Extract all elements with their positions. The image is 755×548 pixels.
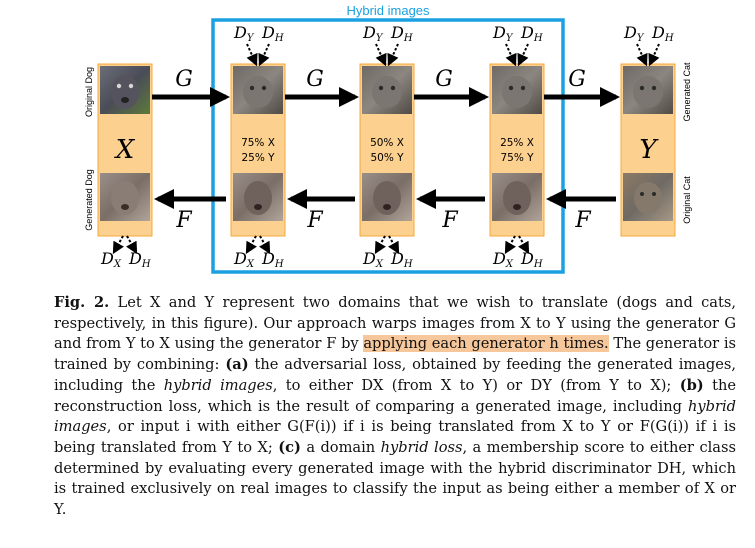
disc-labels-top: DY DH DY DH DY DH DY DH — [233, 23, 674, 44]
disc-arrow-top-2-b — [387, 43, 399, 67]
caption-text-3: the adversarial loss, obtained by feedin… — [54, 356, 737, 394]
caption-text-4: , to either DX (from X to Y) or DY (from… — [272, 376, 680, 394]
mix-3-x: 25% X — [500, 137, 534, 149]
mix-3-y: 75% Y — [500, 152, 534, 164]
generator-f-label-1: F — [175, 208, 192, 233]
image-original-cat — [623, 173, 673, 221]
image-hybrid-top-3 — [492, 66, 542, 114]
disc-arrow-top-1-a — [246, 43, 258, 67]
svg-text:DY: DY — [623, 23, 645, 44]
mix-1-y: 25% Y — [241, 152, 275, 164]
caption-text-6: , or input i with either G(F(i)) if i is… — [54, 418, 736, 456]
disc-arrow-bottom-2-b — [259, 235, 271, 255]
svg-text:DX: DX — [100, 249, 122, 270]
svg-text:DH: DH — [261, 249, 284, 270]
image-generated-cat — [623, 66, 673, 114]
svg-text:DH: DH — [128, 249, 151, 270]
caption-italic-hybrid-1: hybrid images — [163, 376, 273, 394]
figure-caption: Fig. 2. Let X and Y represent two domain… — [54, 293, 736, 521]
image-hybrid-bottom-1 — [233, 173, 283, 221]
svg-text:DH: DH — [520, 23, 543, 44]
mix-2-y: 50% Y — [370, 152, 404, 164]
caption-item-c: (c) — [278, 438, 301, 456]
caption-text-2: The generator is trained by combining: — [54, 335, 736, 374]
domain-x-label: X — [114, 135, 136, 165]
label-generated-cat: Generated Cat — [682, 62, 692, 122]
caption-highlight: applying each generator h times. — [363, 335, 609, 353]
mix-1-x: 75% X — [241, 137, 275, 149]
svg-text:DX: DX — [233, 249, 255, 270]
svg-text:DY: DY — [233, 23, 255, 44]
generator-f-label-4: F — [574, 208, 591, 233]
generator-g-label-4: G — [568, 67, 586, 92]
generator-g-label-1: G — [175, 67, 193, 92]
svg-text:DY: DY — [362, 23, 384, 44]
caption-item-a: (a) — [225, 356, 249, 374]
caption-text-5: the reconstruction loss, which is the re… — [54, 376, 736, 415]
svg-text:DH: DH — [651, 23, 674, 44]
svg-text:DH: DH — [390, 23, 413, 44]
disc-arrow-bottom-3-a — [374, 235, 386, 255]
image-original-dog — [100, 66, 150, 114]
disc-arrow-top-4-b — [648, 43, 660, 67]
caption-item-b: (b) — [679, 376, 704, 394]
image-generated-dog — [100, 173, 150, 221]
figure-diagram: Hybrid images — [84, 3, 692, 274]
label-generated-dog: Generated Dog — [84, 169, 94, 231]
generator-f-label-3: F — [441, 208, 458, 233]
svg-text:DX: DX — [362, 249, 384, 270]
image-hybrid-top-2 — [362, 66, 412, 114]
disc-labels-bottom: DX DH DX DH DX DH DX DH — [100, 249, 543, 270]
discriminator-arrows-bottom — [112, 235, 530, 255]
domain-y-label: Y — [639, 135, 659, 165]
label-original-cat: Original Cat — [682, 176, 692, 224]
disc-arrow-bottom-2-a — [245, 235, 257, 255]
disc-arrow-top-3-b — [517, 43, 529, 67]
disc-arrow-bottom-4-b — [518, 235, 530, 255]
generator-g-label-3: G — [435, 67, 453, 92]
svg-text:DX: DX — [492, 249, 514, 270]
svg-text:DH: DH — [520, 249, 543, 270]
svg-text:DH: DH — [261, 23, 284, 44]
caption-italic-hybrid-2: hybrid images — [54, 397, 736, 436]
image-hybrid-bottom-2 — [362, 173, 412, 221]
generator-f-label-2: F — [306, 208, 323, 233]
disc-arrow-top-3-a — [505, 43, 517, 67]
generator-g-label-2: G — [306, 67, 324, 92]
caption-text-8: , a membership score to either class det… — [54, 438, 736, 519]
image-hybrid-bottom-3 — [492, 173, 542, 221]
caption-label: Fig. 2. — [54, 294, 110, 311]
label-original-dog: Original Dog — [84, 67, 94, 117]
disc-arrow-top-2-a — [375, 43, 387, 67]
disc-arrow-bottom-3-b — [388, 235, 400, 255]
disc-arrow-top-4-a — [636, 43, 648, 67]
disc-arrow-bottom-1-b — [126, 235, 138, 255]
hybrid-images-title: Hybrid images — [346, 3, 430, 18]
hybrid-images-box — [211, 18, 565, 274]
discriminator-arrows-top — [246, 43, 660, 67]
mix-2-x: 50% X — [370, 137, 404, 149]
disc-arrow-bottom-1-a — [112, 235, 124, 255]
image-hybrid-top-1 — [233, 66, 283, 114]
disc-arrow-bottom-4-a — [504, 235, 516, 255]
svg-text:DY: DY — [492, 23, 514, 44]
disc-arrow-top-1-b — [258, 43, 270, 67]
caption-text-7: a domain — [300, 438, 381, 456]
caption-italic-hybrid-loss: hybrid loss — [380, 438, 463, 456]
caption-text-1: Let X and Y represent two domains that w… — [54, 294, 736, 353]
svg-text:DH: DH — [390, 249, 413, 270]
